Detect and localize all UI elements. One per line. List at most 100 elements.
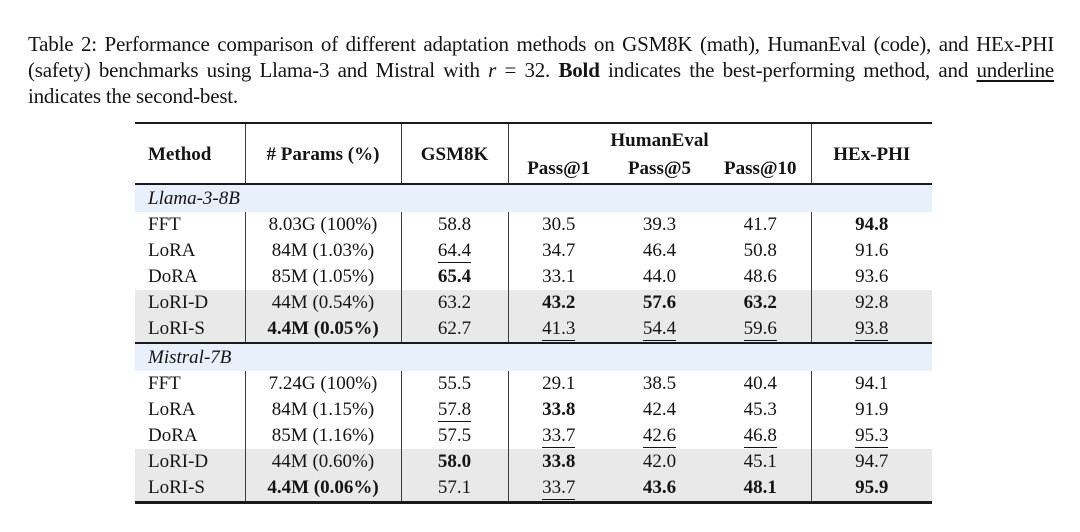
cell-value: 33.7	[542, 477, 576, 500]
cell-method: LoRI-S	[135, 316, 246, 343]
cell-method: LoRI-D	[135, 449, 246, 475]
cell-value: LoRA	[148, 399, 196, 420]
cell-pass1: 33.8	[508, 449, 609, 475]
cell-pass5: 57.6	[609, 290, 710, 316]
cell-value: 8.03G (100%)	[268, 214, 378, 235]
cell-value: 34.7	[542, 240, 576, 261]
cell-pass10: 50.8	[710, 238, 812, 264]
cell-value: 57.1	[437, 477, 472, 498]
cell-hexphi: 94.7	[811, 449, 933, 475]
cell-value: 57.6	[642, 292, 677, 313]
cell-gsm8k: 55.5	[401, 371, 509, 397]
cell-pass10: 40.4	[710, 371, 812, 397]
cell-value: 7.24G (100%)	[268, 373, 378, 394]
table-row: LoRI-D 44M (0.60%) 58.0 33.8 42.0 45.1 94.7	[135, 449, 933, 475]
caption-segment: = 32.	[496, 58, 559, 82]
cell-value: 94.7	[855, 451, 889, 472]
cell-pass5: 42.0	[609, 449, 710, 475]
cell-value: 44M (0.54%)	[271, 292, 375, 313]
cell-gsm8k: 58.8	[401, 212, 509, 238]
caption-segment: Bold	[558, 58, 600, 82]
cell-pass1: 30.5	[508, 212, 609, 238]
cell-value: 92.8	[855, 292, 889, 313]
column-header-pass5: Pass@5	[627, 158, 692, 179]
cell-params: 8.03G (100%)	[245, 212, 402, 238]
cell-value: LoRI-S	[148, 318, 205, 339]
cell-gsm8k: 63.2	[401, 290, 509, 316]
cell-pass10: 46.8	[710, 423, 812, 449]
cell-value: 55.5	[437, 373, 472, 394]
cell-gsm8k: 58.0	[401, 449, 509, 475]
cell-value: DoRA	[148, 266, 198, 287]
cell-value: 4.4M (0.06%)	[267, 477, 379, 498]
cell-value: 95.9	[855, 477, 889, 498]
cell-gsm8k: 57.8	[401, 397, 509, 423]
cell-value: 93.6	[855, 266, 889, 287]
cell-hexphi: 94.1	[811, 371, 932, 397]
cell-params: 85M (1.05%)	[245, 264, 402, 290]
cell-value: 84M (1.03%)	[271, 240, 375, 261]
cell-value: 48.1	[743, 477, 777, 498]
cell-value: 41.7	[743, 214, 777, 235]
cell-hexphi: 93.8	[811, 316, 933, 343]
cell-pass5: 44.0	[609, 264, 710, 290]
table-row: LoRA 84M (1.15%) 57.8 33.8 42.4 45.3 91.9	[135, 397, 932, 423]
cell-pass10: 45.3	[710, 397, 812, 423]
cell-params: 7.24G (100%)	[245, 371, 402, 397]
caption-segment: r	[488, 58, 497, 82]
cell-value: 62.7	[437, 318, 472, 339]
cell-params: 84M (1.15%)	[245, 397, 402, 423]
cell-pass5: 38.5	[609, 371, 710, 397]
table-row: LoRI-D 44M (0.54%) 63.2 43.2 57.6 63.2 92.8	[135, 290, 933, 316]
cell-value: 44M (0.60%)	[271, 451, 375, 472]
column-header-params: # Params (%)	[245, 123, 402, 184]
cell-method: LoRA	[135, 238, 246, 264]
cell-pass5: 46.4	[609, 238, 710, 264]
cell-params: 44M (0.60%)	[245, 449, 402, 475]
cell-value: 43.2	[542, 292, 576, 313]
cell-gsm8k: 65.4	[401, 264, 509, 290]
cell-value: DoRA	[148, 425, 198, 446]
cell-gsm8k: 64.4	[401, 238, 509, 264]
section-header-row: Mistral-7B	[135, 343, 933, 371]
cell-value: LoRI-D	[148, 451, 209, 472]
cell-method: FFT	[135, 371, 246, 397]
cell-value: 41.3	[542, 318, 576, 341]
cell-value: 65.4	[437, 266, 472, 287]
cell-pass5: 39.3	[609, 212, 710, 238]
cell-value: 57.8	[437, 399, 472, 422]
section-name: Llama-3-8B	[135, 184, 933, 212]
cell-value: 4.4M (0.05%)	[267, 318, 379, 339]
cell-pass10: 48.6	[710, 264, 812, 290]
cell-value: 40.4	[743, 373, 777, 394]
cell-params: 4.4M (0.06%)	[245, 475, 402, 503]
column-header-method: Method	[135, 123, 246, 184]
table-row: LoRI-S 4.4M (0.05%) 62.7 41.3 54.4 59.6 93.8	[135, 316, 933, 343]
table-row: DoRA 85M (1.16%) 57.5 33.7 42.6 46.8 95.3	[135, 423, 932, 449]
cell-pass5: 42.6	[609, 423, 710, 449]
cell-value: 38.5	[642, 373, 677, 394]
results-table: Method # Params (%) GSM8K HumanEval HEx-…	[135, 122, 933, 504]
cell-value: LoRA	[148, 240, 196, 261]
cell-pass10: 41.7	[710, 212, 812, 238]
cell-method: LoRI-S	[135, 475, 246, 503]
cell-value: 33.8	[542, 451, 576, 472]
cell-gsm8k: 57.5	[401, 423, 509, 449]
cell-pass5: 54.4	[609, 316, 710, 343]
cell-hexphi: 94.8	[811, 212, 932, 238]
cell-value: 46.4	[642, 240, 677, 261]
cell-pass10: 45.1	[710, 449, 812, 475]
cell-pass1: 33.8	[508, 397, 609, 423]
cell-value: 95.3	[855, 425, 889, 448]
cell-value: 50.8	[743, 240, 777, 261]
column-header-humaneval-group: HumanEval	[508, 123, 812, 155]
cell-value: 64.4	[437, 240, 472, 263]
table-row: DoRA 85M (1.05%) 65.4 33.1 44.0 48.6 93.6	[135, 264, 932, 290]
cell-value: 29.1	[542, 373, 576, 394]
caption-segment: indicates the second-best.	[28, 84, 238, 108]
cell-hexphi: 93.6	[811, 264, 932, 290]
cell-method: LoRI-D	[135, 290, 246, 316]
cell-value: 94.1	[855, 373, 889, 394]
cell-method: DoRA	[135, 423, 246, 449]
